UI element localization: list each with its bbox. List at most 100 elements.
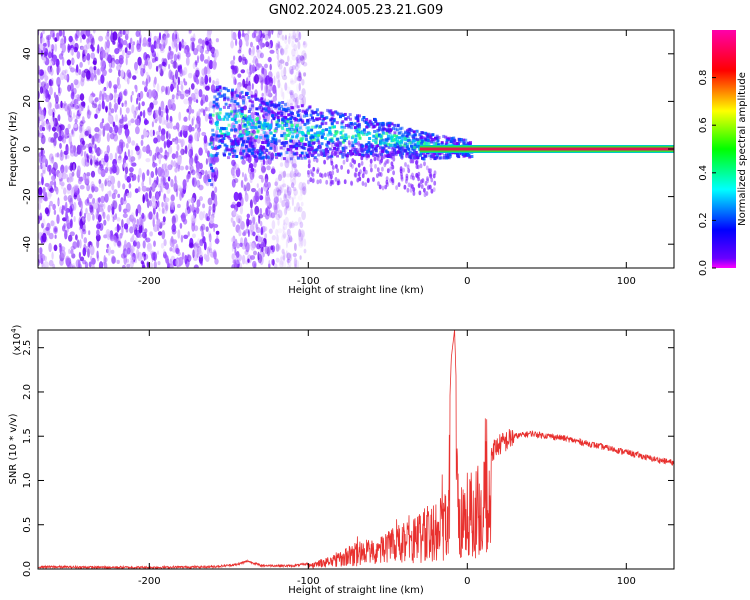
track-point bbox=[355, 127, 359, 131]
track-point bbox=[453, 142, 457, 146]
noise-speck bbox=[175, 247, 180, 255]
noise-speck bbox=[265, 207, 269, 215]
noise-speck bbox=[213, 222, 216, 233]
noise-speck bbox=[286, 86, 291, 94]
noise-speck bbox=[279, 58, 283, 66]
noise-speck bbox=[278, 244, 281, 251]
track-point bbox=[319, 111, 323, 115]
track-point bbox=[449, 139, 453, 143]
noise-speck bbox=[98, 183, 104, 189]
noise-speck bbox=[96, 250, 99, 259]
track-point bbox=[351, 144, 355, 148]
noise-speck bbox=[118, 69, 121, 77]
noise-speck bbox=[295, 37, 300, 44]
noise-speck bbox=[160, 100, 165, 111]
noise-speck bbox=[92, 214, 95, 221]
noise-speck bbox=[198, 42, 201, 52]
track-point bbox=[220, 132, 224, 136]
track-fringe bbox=[423, 161, 426, 167]
track-point bbox=[287, 113, 291, 117]
track-fringe bbox=[417, 183, 421, 189]
track-point bbox=[227, 113, 231, 117]
track-fringe bbox=[312, 166, 316, 172]
track-point bbox=[438, 152, 442, 156]
track-point bbox=[254, 139, 258, 143]
track-point bbox=[362, 119, 366, 123]
noise-speck bbox=[242, 30, 245, 37]
track-point bbox=[319, 124, 322, 128]
noise-speck bbox=[161, 116, 165, 126]
track-point bbox=[377, 128, 381, 132]
track-fringe bbox=[316, 169, 319, 174]
noise-speck bbox=[210, 46, 216, 54]
noise-speck bbox=[121, 226, 124, 236]
noise-speck bbox=[277, 30, 283, 36]
track-point bbox=[262, 102, 266, 106]
noise-speck bbox=[93, 68, 96, 78]
noise-speck bbox=[299, 229, 305, 238]
noise-speck bbox=[287, 190, 292, 199]
noise-speck bbox=[277, 79, 281, 89]
track-point bbox=[328, 129, 332, 133]
noise-speck bbox=[73, 124, 78, 128]
noise-speck bbox=[232, 65, 238, 75]
track-point bbox=[369, 122, 373, 126]
noise-speck bbox=[199, 81, 204, 86]
noise-speck bbox=[116, 145, 121, 155]
track-point bbox=[257, 107, 261, 111]
track-fringe bbox=[365, 153, 369, 159]
noise-speck bbox=[50, 67, 54, 76]
noise-speck bbox=[283, 66, 287, 77]
track-point bbox=[253, 155, 257, 159]
noise-speck bbox=[171, 94, 175, 100]
track-point bbox=[244, 155, 248, 159]
noise-speck bbox=[136, 241, 141, 250]
track-fringe bbox=[369, 163, 373, 168]
noise-speck bbox=[207, 230, 212, 238]
noise-speck bbox=[158, 106, 162, 116]
track-point bbox=[269, 123, 273, 127]
noise-speck bbox=[290, 182, 295, 189]
track-point bbox=[298, 142, 302, 145]
track-point bbox=[408, 139, 412, 143]
track-point bbox=[210, 183, 214, 187]
track-point bbox=[245, 133, 249, 136]
track-fringe bbox=[385, 179, 389, 185]
noise-speck bbox=[68, 133, 74, 138]
track-point bbox=[243, 117, 247, 121]
noise-speck bbox=[52, 203, 56, 211]
track-point bbox=[258, 105, 262, 109]
noise-speck bbox=[168, 133, 171, 140]
track-point bbox=[263, 119, 267, 122]
track-point bbox=[339, 150, 343, 154]
noise-speck bbox=[81, 30, 85, 33]
noise-speck bbox=[277, 59, 281, 68]
noise-speck bbox=[131, 217, 137, 225]
noise-speck bbox=[178, 131, 181, 137]
noise-speck bbox=[188, 30, 192, 34]
track-point bbox=[220, 138, 224, 142]
noise-speck bbox=[121, 102, 124, 108]
track-fringe bbox=[324, 148, 328, 154]
noise-speck bbox=[236, 128, 240, 135]
track-point bbox=[230, 117, 234, 121]
track-point bbox=[211, 137, 215, 141]
track-fringe bbox=[351, 146, 354, 152]
noise-speck bbox=[69, 197, 74, 206]
noise-speck bbox=[143, 52, 148, 61]
noise-speck bbox=[283, 219, 286, 226]
track-point bbox=[387, 122, 391, 126]
noise-speck bbox=[250, 41, 253, 48]
noise-speck bbox=[282, 183, 287, 188]
track-point bbox=[248, 115, 252, 119]
noise-speck bbox=[136, 106, 139, 111]
track-fringe bbox=[428, 184, 432, 190]
track-point bbox=[336, 145, 340, 149]
noise-speck bbox=[275, 243, 280, 252]
track-point bbox=[321, 129, 325, 133]
noise-speck bbox=[105, 106, 108, 113]
noise-speck bbox=[141, 101, 145, 107]
track-point bbox=[458, 139, 461, 143]
track-point bbox=[289, 117, 293, 121]
noise-speck bbox=[301, 79, 305, 86]
